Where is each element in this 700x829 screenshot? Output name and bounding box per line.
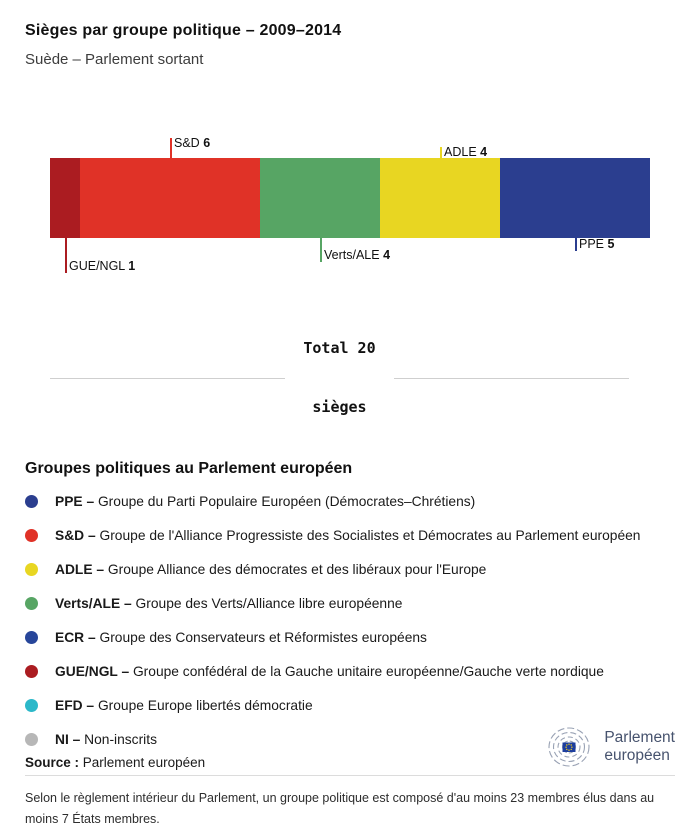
legend-item: NI – Non-inscrits (25, 732, 675, 747)
legend-color-dot (25, 495, 38, 508)
bar-segment-gue-ngl (50, 158, 80, 238)
source-label: Source : (25, 755, 80, 770)
segment-label: Verts/ALE 4 (324, 248, 391, 262)
legend-item: GUE/NGL – Groupe confédéral de la Gauche… (25, 664, 675, 679)
total-line1: Total 20 (303, 339, 376, 357)
chart-area: GUE/NGL 1 S&D 6 Verts/ALE 4 ADLE 4 PPE 5 (50, 98, 650, 288)
legend-label: EFD – Groupe Europe libertés démocratie (55, 698, 313, 713)
legend-label: GUE/NGL – Groupe confédéral de la Gauche… (55, 664, 604, 679)
legend-item: PPE – Groupe du Parti Populaire Européen… (25, 494, 675, 509)
total-divider: Total 20 sièges (50, 300, 629, 456)
legend-item: EFD – Groupe Europe libertés démocratie (25, 698, 675, 713)
legend-label: ADLE – Groupe Alliance des démocrates et… (55, 562, 487, 577)
source-value: Parlement européen (82, 755, 206, 770)
callout-line (440, 147, 442, 158)
legend-color-dot (25, 631, 38, 644)
ep-logo-text: Parlement européen (604, 729, 675, 766)
total-line2: sièges (312, 397, 367, 416)
bar-segment-verts-ale (260, 158, 380, 238)
infographic: Sièges par groupe politique – 2009–2014 … (25, 22, 675, 826)
legend-color-dot (25, 665, 38, 678)
page-title: Sièges par groupe politique – 2009–2014 (25, 22, 342, 39)
legend-label: PPE – Groupe du Parti Populaire Européen… (55, 494, 476, 509)
legend-label: ECR – Groupe des Conservateurs et Réform… (55, 630, 427, 645)
ep-logo-text-line1: Parlement (604, 728, 675, 746)
bar-segment-adle (380, 158, 500, 238)
legend-color-dot (25, 733, 38, 746)
legend-list: PPE – Groupe du Parti Populaire Européen… (25, 494, 675, 747)
bar-segment-ppe (500, 158, 650, 238)
ep-logo: Parlement européen (543, 724, 675, 770)
callout-line (575, 238, 577, 251)
legend-item: Verts/ALE – Groupe des Verts/Alliance li… (25, 596, 675, 611)
legend-label: NI – Non-inscrits (55, 732, 157, 747)
legend-color-dot (25, 529, 38, 542)
legend-item: S&D – Groupe de l'Alliance Progressiste … (25, 528, 675, 543)
legend-color-dot (25, 699, 38, 712)
total-label: Total 20 sièges (303, 300, 375, 456)
callout-line (170, 138, 172, 158)
stacked-bar (50, 158, 650, 238)
legend-heading: Groupes politiques au Parlement européen (25, 460, 353, 477)
callout-line (65, 238, 67, 273)
ep-logo-text-line2: européen (604, 747, 670, 764)
divider-line-left (50, 377, 286, 379)
bar-segment-s-d (80, 158, 260, 238)
source-line: Source : Parlement européen (25, 755, 205, 770)
segment-label: S&D 6 (174, 136, 211, 150)
segment-label: PPE 5 (579, 237, 615, 251)
legend-color-dot (25, 563, 38, 576)
page-subtitle: Suède – Parlement sortant (25, 51, 204, 68)
legend-label: S&D – Groupe de l'Alliance Progressiste … (55, 528, 641, 543)
legend-color-dot (25, 597, 38, 610)
legend-label: Verts/ALE – Groupe des Verts/Alliance li… (55, 596, 403, 611)
legend-item: ADLE – Groupe Alliance des démocrates et… (25, 562, 675, 577)
footnote-divider (25, 775, 675, 776)
segment-label: GUE/NGL 1 (69, 259, 136, 273)
legend-item: ECR – Groupe des Conservateurs et Réform… (25, 630, 675, 645)
segment-label: ADLE 4 (444, 145, 488, 159)
callout-line (320, 238, 322, 262)
footnote: Selon le règlement intérieur du Parlemen… (25, 791, 655, 826)
divider-line-right (393, 377, 629, 379)
footer: Source : Parlement européen (25, 724, 675, 770)
ep-hemicycle-icon (548, 727, 590, 767)
